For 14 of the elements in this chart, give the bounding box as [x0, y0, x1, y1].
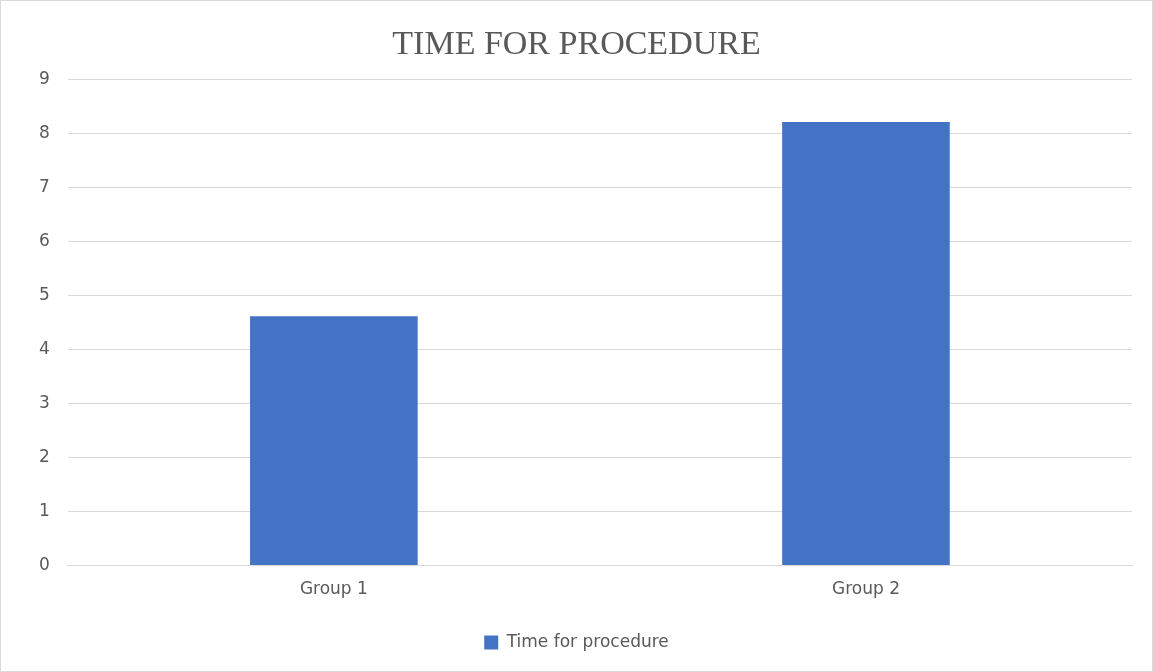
y-tick-label: 5 [38, 284, 50, 305]
y-tick-label: 9 [38, 68, 50, 89]
y-tick-label: 2 [38, 446, 50, 467]
x-tick-label: Group 2 [831, 578, 900, 599]
y-tick-label: 3 [38, 392, 50, 413]
y-tick-label: 7 [38, 176, 50, 197]
chart-title: TIME FOR PROCEDURE [392, 24, 761, 62]
y-tick-label: 8 [38, 122, 50, 143]
legend-label: Time for procedure [505, 630, 669, 651]
x-tick-label: Group 1 [299, 578, 368, 599]
y-tick-label: 6 [38, 230, 50, 251]
y-tick-label: 4 [38, 338, 50, 359]
y-tick-label: 1 [38, 500, 50, 521]
y-tick-label: 0 [38, 554, 50, 575]
